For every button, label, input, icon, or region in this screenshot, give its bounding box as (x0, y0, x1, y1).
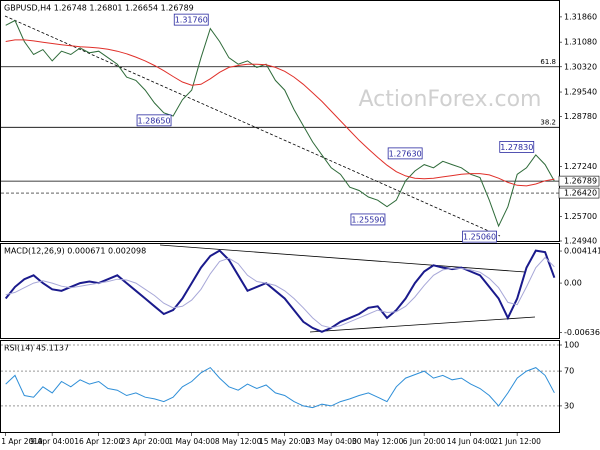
x-tick-label: 6 Jun 20:00 (403, 437, 446, 446)
x-tick-label: 23 May 04:00 (305, 437, 357, 446)
rsi-panel (0, 340, 560, 433)
series-line (4, 249, 556, 333)
y-tick-label: 1.29540 (564, 88, 597, 97)
annotation-label: 1.27830 (500, 143, 533, 152)
trendline (309, 316, 536, 333)
macd-panel (0, 243, 560, 339)
annotation-label: 1.25060 (463, 233, 496, 242)
y-tick-label: 1.25700 (564, 212, 597, 221)
y-tick-label: 1.31080 (564, 38, 597, 47)
marker-label: 1.26789 (564, 177, 597, 186)
x-tick-label: 15 May 20:00 (259, 437, 311, 446)
marker-box (558, 175, 600, 187)
x-tick-label: 14 Jun 04:00 (447, 437, 495, 446)
annotation-box (387, 147, 423, 160)
x-tick-label: 23 Apr 20:00 (121, 437, 170, 446)
x-tick-label: 21 Jun 12:00 (493, 437, 541, 446)
y-tick-label: 30 (564, 401, 574, 410)
series-line (5, 39, 555, 187)
trendline (159, 244, 526, 273)
annotation-box (350, 213, 386, 226)
level-label: 61.8 (540, 58, 556, 66)
y-tick-label: 100 (564, 341, 579, 350)
trendline (4, 15, 501, 237)
rsi-title: RSI(14) 45.1137 (4, 344, 69, 353)
series-line (5, 366, 555, 409)
watermark: ActionForex.com (359, 87, 542, 112)
x-tick-label: 8 May 12:00 (215, 437, 262, 446)
marker-box (558, 187, 600, 199)
y-tick-label: 70 (564, 367, 574, 376)
y-tick-label: 1.24940 (564, 237, 597, 246)
annotation-label: 1.31760 (175, 16, 208, 25)
y-tick-label: 1.28780 (564, 112, 597, 121)
series-line (5, 256, 555, 329)
annotation-box (173, 13, 209, 26)
header: GBPUSD,H4 1.26748 1.26801 1.26654 1.2678… (4, 4, 194, 13)
x-tick-label: 1 May 04:00 (168, 437, 215, 446)
marker-label: 1.26420 (564, 189, 597, 198)
annotation-label: 1.27630 (389, 149, 422, 158)
x-tick-label: 16 Apr 12:00 (74, 437, 123, 446)
y-tick-label: 1.27240 (564, 162, 597, 171)
x-tick-label: 30 May 12:00 (352, 437, 404, 446)
annotation-box (499, 141, 535, 153)
annotation-label: 1.25590 (351, 215, 384, 224)
y-tick-label: 0.00 (564, 279, 582, 288)
y-tick-label: 0.004141 (564, 247, 600, 256)
price-panel (0, 0, 560, 242)
annotation-label: 1.28650 (138, 116, 171, 125)
y-tick-label: 1.31860 (564, 12, 597, 21)
annotation-box (462, 230, 497, 243)
y-tick-label: -0.006365 (564, 328, 600, 337)
level-label: 38.2 (540, 118, 556, 126)
series-line (5, 19, 555, 228)
x-tick-label: 9 Apr 04:00 (30, 437, 74, 446)
y-tick-label: 1.30320 (564, 62, 597, 71)
annotation-box (136, 114, 172, 127)
macd-title: MACD(12,26,9) 0.000671 0.002098 (4, 247, 146, 256)
x-tick-label: 1 Apr 2019 (1, 437, 43, 446)
